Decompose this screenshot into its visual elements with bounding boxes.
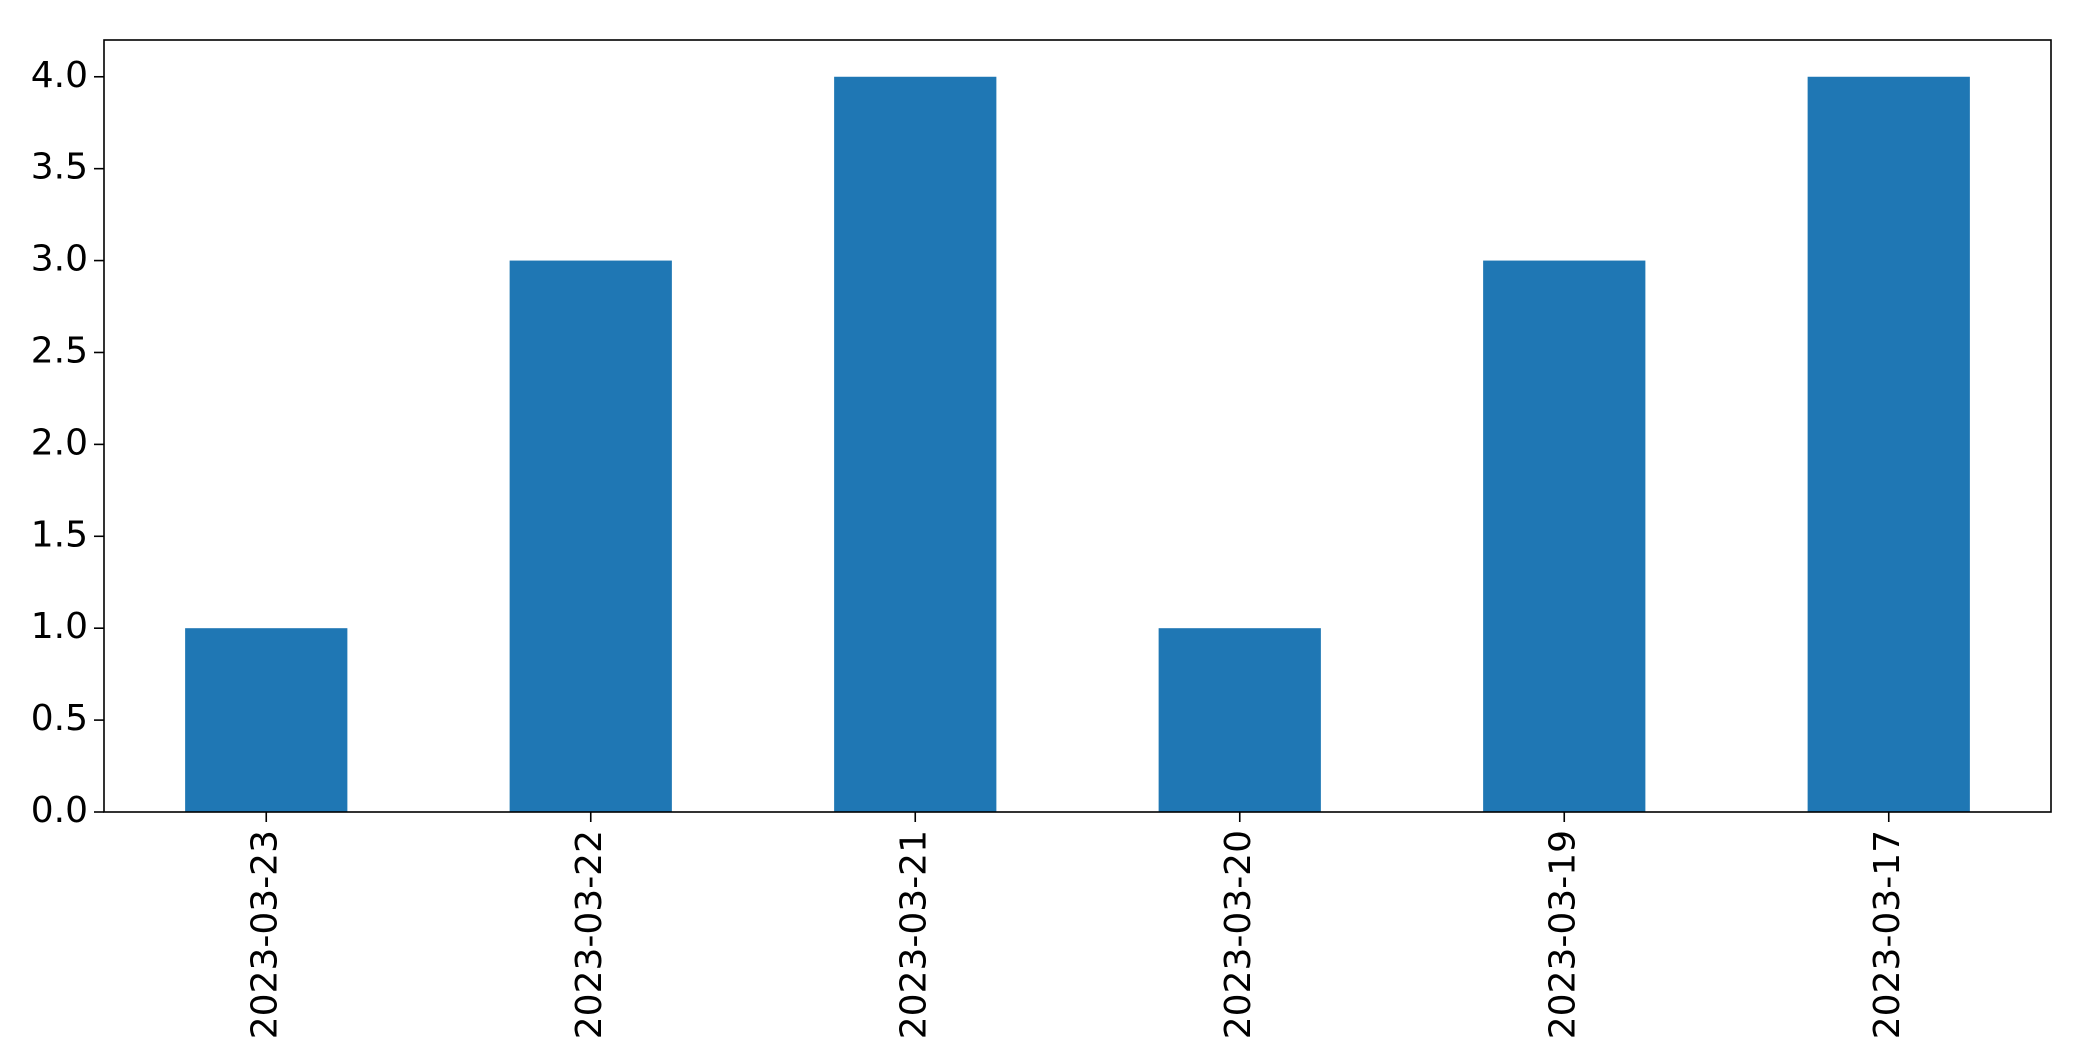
y-tick-label: 0.0 (31, 790, 88, 831)
bar-2023-03-17 (1807, 76, 1970, 812)
y-tick-label: 0.5 (31, 698, 88, 739)
y-tick-label: 2.0 (31, 422, 88, 463)
y-axis: 0.0 0.5 1.0 1.5 2.0 2.5 3.0 3.5 4.0 (31, 55, 104, 831)
x-tick-label: 2023-03-20 (1218, 830, 1259, 1039)
bars-group (185, 76, 1970, 813)
y-tick-label: 4.0 (31, 55, 88, 96)
bar-2023-03-22 (509, 260, 672, 813)
x-axis: 2023-03-23 2023-03-22 2023-03-21 2023-03-20… (244, 812, 1908, 1039)
x-tick-label: 2023-03-17 (1867, 830, 1908, 1039)
y-tick-label: 1.0 (31, 606, 88, 647)
plot-frame (103, 39, 2052, 813)
y-tick-label: 3.0 (31, 239, 88, 280)
y-tick-label: 3.5 (31, 147, 88, 188)
x-tick-label: 2023-03-22 (569, 830, 610, 1039)
bar-2023-03-20 (1158, 628, 1321, 812)
bar-2023-03-23 (185, 628, 348, 812)
bar-2023-03-21 (834, 76, 997, 812)
x-tick-label: 2023-03-23 (244, 830, 285, 1039)
x-tick-label: 2023-03-19 (1542, 830, 1583, 1039)
y-tick-label: 1.5 (31, 514, 88, 555)
y-tick-label: 2.5 (31, 330, 88, 371)
x-tick-label: 2023-03-21 (893, 830, 934, 1039)
bar-2023-03-19 (1483, 260, 1646, 813)
